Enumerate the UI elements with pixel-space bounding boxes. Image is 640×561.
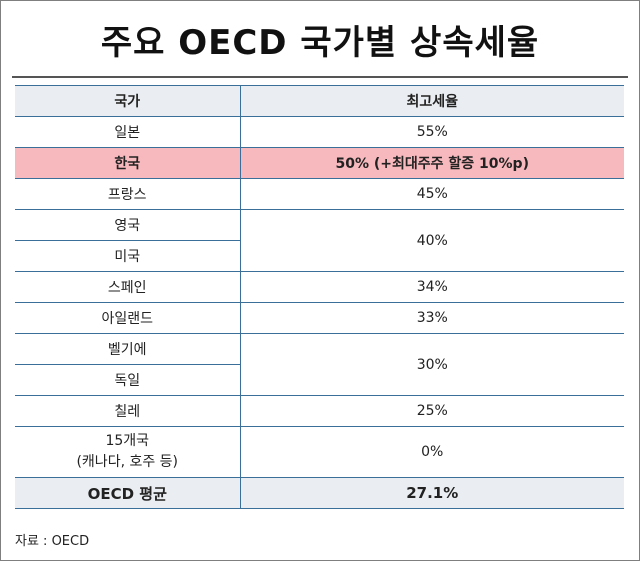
table-row: 벨기에 30% [15, 333, 624, 396]
title-divider [12, 76, 628, 78]
tax-rate-table: 국가 최고세율 일본 55% 한국 50% (+최대주주 할증 10%p) 프랑… [15, 85, 624, 509]
country-cell: 한국 [15, 147, 240, 179]
table-row: 미국 [15, 240, 624, 272]
table-row: 영국 40% [15, 209, 624, 272]
table-row: 15개국 (캐나다, 호주 등) 0% [15, 426, 624, 478]
rate-cell: 33% [239, 302, 624, 334]
footer-country: OECD 평균 [15, 477, 240, 509]
rate-cell: 25% [239, 395, 624, 427]
country-cell: 일본 [15, 116, 240, 148]
rate-cell: 40% [239, 209, 624, 272]
table-row: 프랑스 45% [15, 178, 624, 210]
country-line-2: (캐나다, 호주 등) [76, 454, 179, 470]
table-row: 스페인 34% [15, 271, 624, 303]
table-row: 칠레 25% [15, 395, 624, 427]
header-rate: 최고세율 [239, 85, 624, 117]
country-cell: 프랑스 [15, 178, 240, 210]
rate-cell: 50% (+최대주주 할증 10%p) [239, 147, 624, 179]
rate-cell: 34% [239, 271, 624, 303]
footer-rate: 27.1% [239, 477, 624, 509]
page-title: 주요 OECD 국가별 상속세율 [100, 22, 540, 63]
table-row-highlighted: 한국 50% (+최대주주 할증 10%p) [15, 147, 624, 179]
table-row: 독일 [15, 364, 624, 396]
table-footer-row: OECD 평균 27.1% [15, 477, 624, 509]
rate-cell: 45% [239, 178, 624, 210]
country-cell: 아일랜드 [15, 302, 240, 334]
country-cell: 영국 [15, 209, 240, 241]
country-cell: 벨기에 [15, 333, 240, 365]
title-bar: 주요 OECD 국가별 상속세율 [1, 1, 639, 77]
country-cell: 칠레 [15, 395, 240, 427]
table-row: 일본 55% [15, 116, 624, 148]
source-note: 자료 : OECD [15, 534, 90, 549]
country-cell: 독일 [15, 364, 240, 396]
rate-cell: 0% [239, 426, 624, 478]
header-country: 국가 [15, 85, 240, 117]
rate-cell: 30% [239, 333, 624, 396]
country-cell: 15개국 (캐나다, 호주 등) [15, 426, 240, 478]
table-header-row: 국가 최고세율 [15, 85, 624, 117]
country-cell: 미국 [15, 240, 240, 272]
rate-cell: 55% [239, 116, 624, 148]
table-row: 아일랜드 33% [15, 302, 624, 334]
country-cell: 스페인 [15, 271, 240, 303]
country-line-1: 15개국 [105, 433, 150, 449]
